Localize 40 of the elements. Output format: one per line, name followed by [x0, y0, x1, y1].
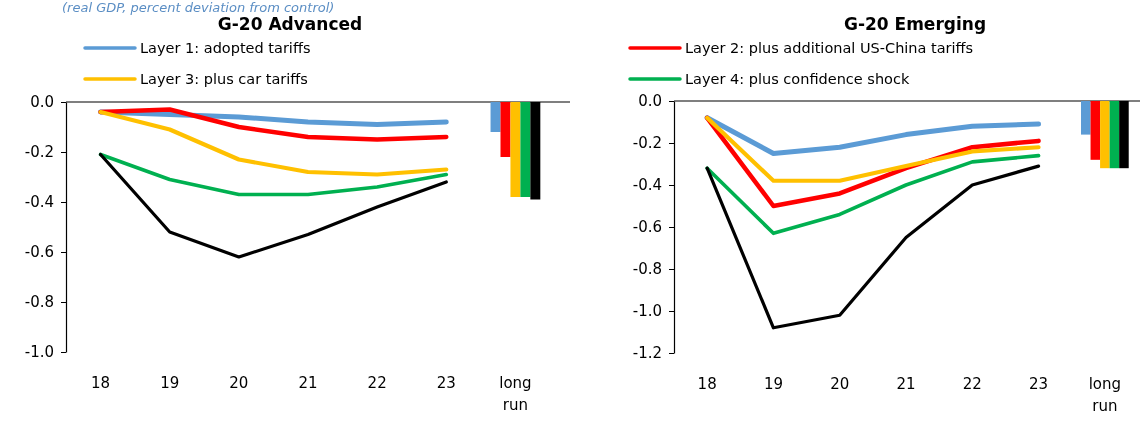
legend-label: Layer 1: adopted tariffs	[140, 40, 311, 56]
x-tick-label: 23	[1029, 375, 1049, 393]
x-tick-label: 23	[436, 374, 456, 392]
y-tick-label: -0.2	[632, 134, 662, 153]
x-tick-label: 20	[830, 375, 850, 393]
chart-title: G-20 Advanced	[217, 14, 363, 34]
y-tick-label: -0.4	[24, 193, 54, 212]
line-series	[98, 152, 448, 259]
x-tick-label: 22	[962, 375, 982, 393]
line-series	[98, 107, 449, 142]
x-tick-label: 18	[697, 375, 717, 393]
y-tick-label: -1.0	[632, 302, 662, 321]
y-tick-label: -1.2	[632, 344, 662, 363]
y-tick-label: -0.6	[24, 243, 54, 262]
y-tick-label: -0.6	[632, 218, 662, 237]
y-tick-label: -0.8	[632, 260, 662, 279]
x-tick-label: 18	[91, 374, 111, 392]
line-series	[705, 153, 1041, 236]
x-tick-label: 21	[896, 375, 916, 393]
legend-label: Layer 2: plus additional US-China tariffs	[685, 40, 974, 56]
x-tick-label: 19	[160, 374, 180, 392]
x-tick-label: long run	[499, 374, 532, 414]
line-series	[705, 115, 1041, 183]
legend-label: Layer 4: plus confidence shock	[685, 71, 910, 87]
y-tick-label: -1.0	[24, 343, 54, 362]
x-tick-label: 20	[229, 374, 249, 392]
chart-subtitle: (real GDP, percent deviation from control)	[62, 0, 335, 15]
line-series	[98, 109, 449, 177]
x-tick-label: long run	[1088, 375, 1122, 415]
y-tick-label: -0.4	[632, 176, 662, 195]
chart-title: G-20 Emerging	[843, 14, 987, 34]
x-tick-label: 21	[298, 374, 318, 392]
x-tick-label: 22	[367, 374, 387, 392]
x-tick-label: 19	[763, 375, 783, 393]
y-tick-label: 0.0	[30, 93, 54, 112]
legend-label: Layer 3: plus car tariffs	[140, 71, 308, 87]
y-tick-label: 0.0	[638, 92, 662, 111]
y-tick-label: -0.8	[24, 293, 54, 312]
y-tick-label: -0.2	[24, 143, 54, 162]
line-series	[705, 164, 1041, 330]
